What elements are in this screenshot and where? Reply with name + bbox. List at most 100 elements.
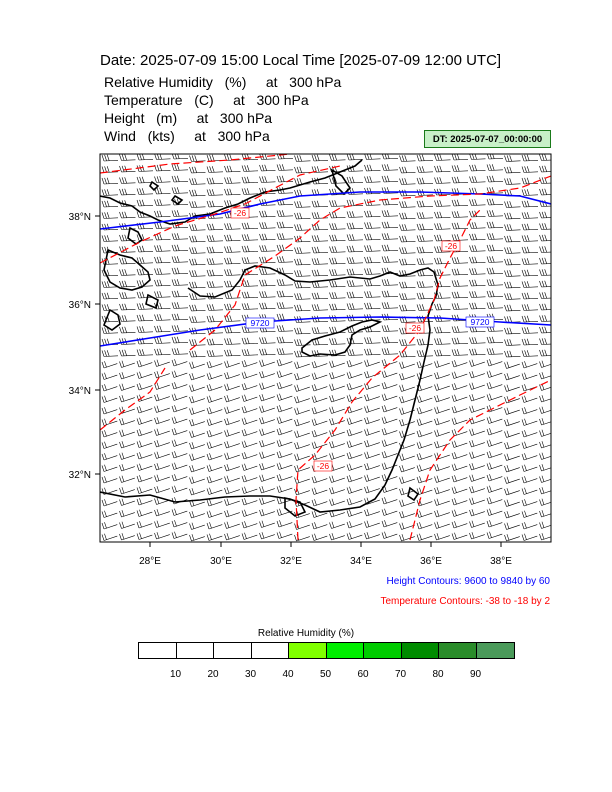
wind-barb-flag	[171, 509, 175, 516]
wind-barb	[331, 205, 346, 207]
wind-barb-flag	[156, 371, 160, 378]
wind-barb-flag	[526, 246, 530, 253]
wind-barb-flag	[329, 246, 332, 253]
wind-barb-flag	[156, 486, 160, 493]
wind-barb-flag	[191, 488, 195, 495]
wind-barb-flag	[226, 464, 230, 471]
wind-barb	[383, 353, 398, 355]
wind-barb-flag	[521, 488, 525, 495]
wind-barb-flag	[506, 270, 510, 277]
wind-barb-flag	[104, 246, 107, 253]
lat-label: 34°N	[69, 386, 91, 397]
wind-barb-flag	[211, 258, 215, 265]
wind-barb-flag	[451, 475, 455, 483]
wind-barb-flag	[136, 245, 140, 253]
wind-barb-flag	[401, 430, 405, 437]
wind-barb-flag	[206, 189, 210, 196]
wind-barb-flag	[121, 269, 125, 276]
wind-barb-flag	[191, 281, 195, 288]
wind-barb-flag	[381, 497, 385, 505]
wind-barb-flag	[119, 510, 122, 518]
wind-barb	[296, 344, 311, 346]
wind-barb-flag	[489, 221, 492, 228]
wind-barb	[541, 332, 551, 334]
wind-barb-flag	[506, 442, 510, 449]
wind-barb-flag	[416, 488, 420, 495]
wind-barb-flag	[521, 499, 525, 507]
wind-barb	[331, 182, 346, 184]
wind-barb-flag	[434, 384, 437, 391]
wind-barb-flag	[279, 325, 282, 332]
wind-barb-flag	[296, 407, 300, 414]
wind-barb-flag	[191, 224, 195, 231]
wind-barb-flag	[504, 304, 507, 312]
wind-barb	[156, 262, 171, 264]
wind-barb-flag	[139, 291, 142, 298]
wind-barb-flag	[136, 360, 140, 368]
wind-barb-flag	[244, 406, 247, 413]
wind-barb	[541, 343, 551, 345]
wind-barb-flag	[209, 281, 212, 288]
wind-barb	[401, 298, 416, 300]
wind-barb-flag	[451, 418, 455, 425]
wind-barb-flag	[521, 269, 525, 277]
wind-barb	[156, 181, 171, 183]
wind-barb-flag	[189, 431, 192, 438]
wind-barb-flag	[311, 154, 315, 162]
wind-barb-flag	[279, 370, 282, 377]
wind-barb-flag	[349, 532, 352, 539]
wind-barb	[541, 251, 551, 253]
wind-barb-flag	[539, 292, 542, 299]
wind-barb	[436, 251, 451, 253]
wind-barb	[243, 308, 258, 310]
wind-barb-flag	[124, 269, 127, 276]
wind-barb	[366, 331, 381, 333]
wind-barb-flag	[259, 417, 262, 425]
wind-barb-flag	[349, 211, 352, 218]
wind-barb-flag	[224, 338, 227, 345]
wind-barb-flag	[369, 256, 372, 263]
wind-barb	[401, 344, 416, 346]
wind-barb	[138, 285, 153, 287]
wind-barb-flag	[244, 486, 247, 493]
wind-barb-flag	[156, 199, 160, 206]
wind-barb	[226, 182, 241, 184]
wind-barb-flag	[241, 360, 245, 368]
wind-barb-flag	[189, 350, 192, 358]
wind-barb-flag	[104, 533, 107, 540]
wind-barb-flag	[509, 235, 512, 242]
wind-barb-flag	[486, 463, 490, 470]
wind-barb	[103, 332, 118, 334]
wind-barb	[261, 216, 276, 218]
wind-barb-flag	[136, 234, 140, 241]
wind-barb-flag	[294, 339, 297, 346]
wind-barb-flag	[474, 302, 477, 309]
wind-barb-flag	[119, 165, 122, 173]
wind-barb	[156, 342, 171, 344]
wind-barb-flag	[241, 257, 245, 264]
wind-barb-flag	[191, 235, 195, 242]
wind-barb-flag	[469, 406, 472, 413]
wind-barb-flag	[261, 279, 265, 286]
wind-barb-flag	[349, 257, 352, 264]
wind-barb-flag	[244, 521, 247, 528]
wind-barb-flag	[104, 212, 107, 219]
wind-barb	[313, 355, 328, 357]
wind-barb-flag	[486, 359, 490, 367]
wind-barb-flag	[226, 246, 230, 253]
wind-barb-flag	[294, 270, 297, 277]
wind-barb-flag	[384, 290, 387, 297]
wind-barb-flag	[311, 499, 315, 507]
wind-barb-flag	[106, 200, 110, 207]
wind-barb-flag	[399, 385, 402, 392]
wind-barb-flag	[474, 337, 477, 344]
wind-barb	[506, 252, 521, 254]
wind-barb-flag	[331, 406, 335, 413]
wind-barb	[296, 321, 311, 323]
wind-barb-flag	[454, 406, 457, 413]
wind-barb	[453, 251, 468, 253]
wind-barb-flag	[174, 405, 177, 412]
wind-barb	[436, 355, 451, 357]
wind-barb-flag	[294, 212, 297, 220]
